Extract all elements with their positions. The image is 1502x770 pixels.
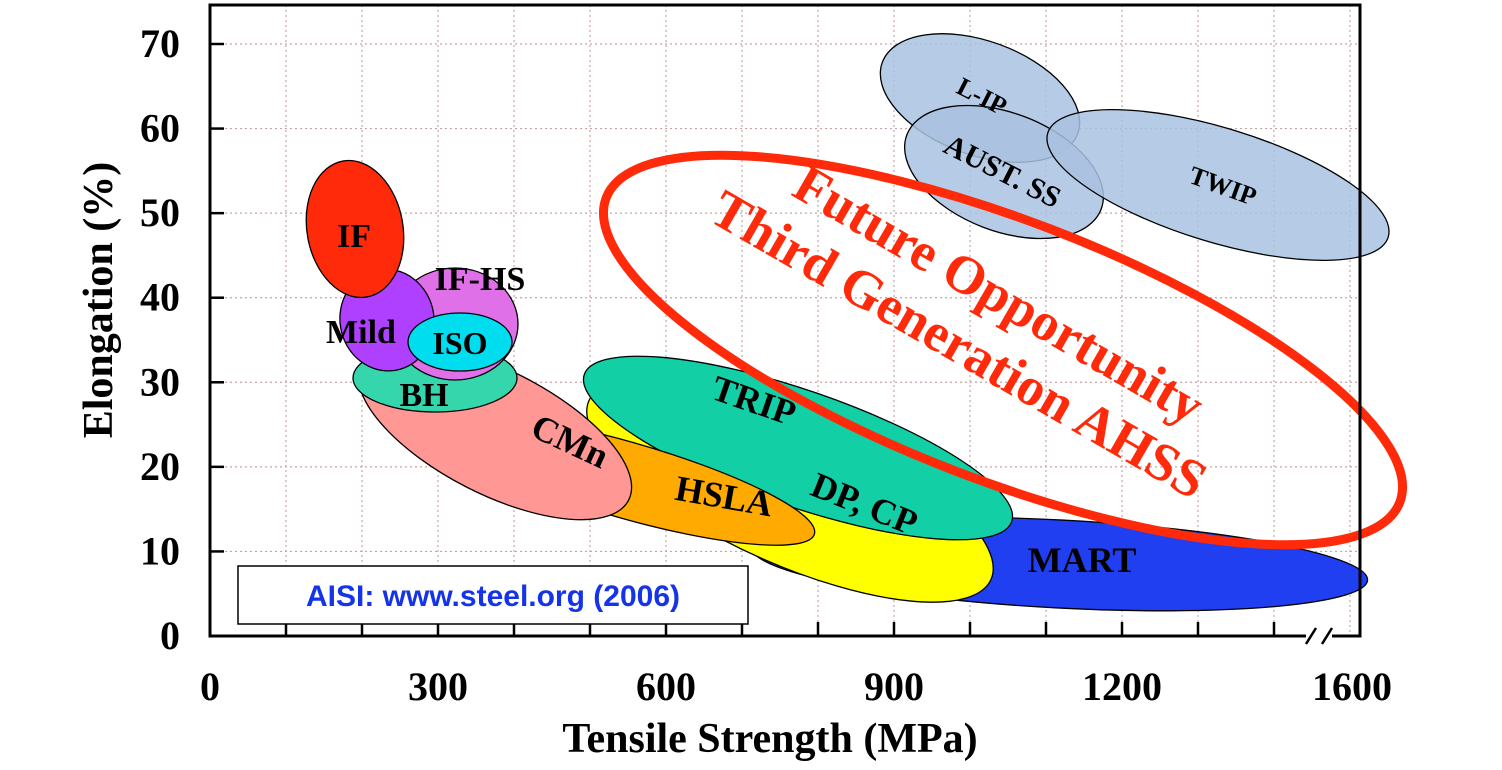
y-tick-label: 70 bbox=[140, 21, 180, 66]
source-box bbox=[237, 565, 749, 625]
y-tick-label: 60 bbox=[140, 106, 180, 151]
axis-break-mark bbox=[1320, 627, 1334, 645]
axis-break-mark bbox=[1304, 627, 1318, 645]
x-tick-label: 300 bbox=[408, 664, 468, 709]
region-label-iso: ISO bbox=[432, 325, 487, 361]
region-if bbox=[305, 159, 405, 299]
future-opportunity-ellipse bbox=[599, 150, 1407, 550]
x-tick-label: 1600 bbox=[1312, 664, 1392, 709]
x-tick-label: 900 bbox=[864, 664, 924, 709]
region-label-bh: BH bbox=[399, 377, 448, 414]
y-tick-label: 50 bbox=[140, 190, 180, 235]
source-text: AISI: www.steel.org (2006) bbox=[306, 580, 680, 613]
y-tick-label: 0 bbox=[160, 613, 180, 658]
plot-border bbox=[208, 3, 1362, 638]
x-tick-label: 0 bbox=[200, 664, 220, 709]
tick-labels: 0 300 600 900 1200 1600 0 10 20 30 40 50 60 70 bbox=[140, 21, 1392, 709]
axis-break-gap bbox=[1306, 626, 1332, 646]
y-tick-label: 40 bbox=[140, 275, 180, 320]
x-axis-title: Tensile Strength (MPa) bbox=[562, 716, 977, 762]
x-tick-label: 1200 bbox=[1082, 664, 1162, 709]
region-label-mart: MART bbox=[1028, 540, 1137, 580]
region-label-if-hs: IF-HS bbox=[435, 261, 526, 298]
region-twip bbox=[1046, 108, 1390, 262]
y-tick-label: 20 bbox=[140, 444, 180, 489]
y-axis-title: Elongation (%) bbox=[76, 162, 122, 439]
region-label-mild: Mild bbox=[326, 314, 396, 351]
plot-frame bbox=[208, 3, 1362, 646]
source-note: AISI: www.steel.org (2006) bbox=[237, 565, 749, 625]
region-iso bbox=[407, 312, 513, 372]
y-tick-label: 30 bbox=[140, 359, 180, 404]
region-label-if: IF bbox=[337, 218, 371, 255]
x-tick-label: 600 bbox=[636, 664, 696, 709]
y-tick-label: 10 bbox=[140, 528, 180, 573]
